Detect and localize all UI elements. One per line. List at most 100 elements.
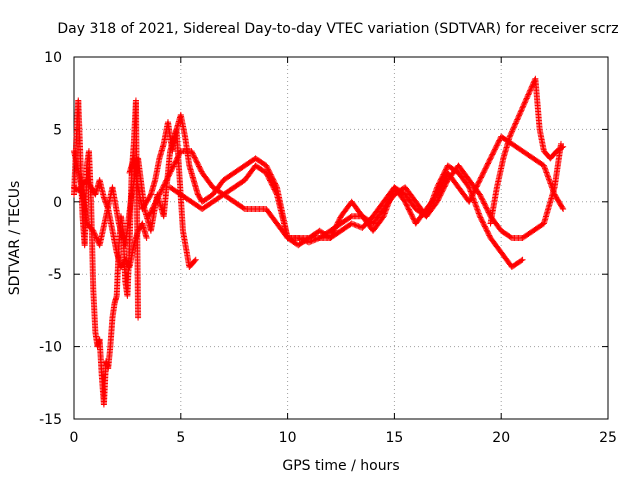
- y-tick-label: 0: [53, 195, 62, 211]
- data-point: [466, 198, 473, 205]
- data-point: [264, 165, 271, 172]
- data-point: [161, 181, 168, 188]
- data-point: [194, 159, 201, 166]
- data-point: [175, 151, 182, 158]
- data-point: [192, 256, 199, 263]
- data-point: [485, 209, 492, 216]
- data-point: [439, 181, 446, 188]
- x-tick-label: 10: [279, 430, 297, 446]
- data-point: [175, 153, 182, 160]
- data-point: [197, 167, 204, 174]
- data-point: [472, 186, 479, 193]
- data-point: [157, 189, 164, 196]
- data-point: [546, 176, 553, 183]
- data-point: [295, 235, 302, 241]
- data-point: [150, 204, 157, 211]
- data-point: [159, 185, 166, 192]
- data-point: [190, 151, 197, 158]
- data-point: [197, 166, 204, 173]
- data-point: [312, 236, 319, 243]
- data-point: [522, 98, 529, 105]
- data-point: [485, 231, 492, 238]
- plot-frame: [73, 56, 609, 420]
- data-point: [192, 155, 199, 162]
- data-point: [481, 222, 488, 229]
- data-point: [192, 157, 199, 164]
- data-point: [490, 150, 497, 157]
- data-point: [481, 223, 488, 230]
- data-point: [336, 217, 343, 224]
- data-point: [483, 164, 490, 171]
- data-point: [91, 230, 98, 237]
- data-point: [190, 153, 197, 160]
- x-axis-label: GPS time / hours: [282, 458, 399, 474]
- data-point: [496, 137, 503, 144]
- data-point: [439, 180, 446, 187]
- data-point: [271, 186, 278, 193]
- data-point: [484, 228, 491, 235]
- data-point: [483, 163, 490, 170]
- data-point: [409, 214, 416, 221]
- data-point: [162, 180, 169, 187]
- data-point: [403, 202, 410, 209]
- data-point: [176, 150, 183, 157]
- data-point: [154, 195, 161, 202]
- data-point: [169, 166, 176, 173]
- data-point: [540, 162, 547, 169]
- data-point: [480, 220, 487, 227]
- x-tick-label: 0: [70, 430, 79, 446]
- data-point: [527, 87, 534, 94]
- data-point: [494, 141, 501, 148]
- data-point: [478, 217, 485, 224]
- y-tick-label: 10: [44, 50, 62, 66]
- data-point: [546, 177, 553, 184]
- data-point: [264, 172, 271, 179]
- data-point: [476, 213, 483, 220]
- data-point: [168, 167, 175, 174]
- data-point: [268, 180, 275, 187]
- ticks: [73, 56, 609, 420]
- data-point: [473, 184, 480, 191]
- data-point: [93, 234, 100, 241]
- data-point: [163, 176, 170, 183]
- data-point: [90, 229, 97, 236]
- data-point: [189, 149, 196, 156]
- data-point: [300, 237, 307, 244]
- data-point: [523, 96, 530, 103]
- data-point: [475, 179, 482, 186]
- data-point: [265, 173, 272, 180]
- data-point: [485, 208, 492, 215]
- data-point: [514, 116, 521, 123]
- data-point: [510, 125, 517, 132]
- data-point: [507, 132, 514, 139]
- x-tick-label: 5: [176, 430, 185, 446]
- data-point: [479, 219, 486, 226]
- series-track-3: [71, 126, 199, 270]
- data-point: [174, 154, 181, 161]
- data-point: [466, 197, 473, 204]
- data-point: [480, 169, 487, 176]
- y-tick-label: 5: [53, 122, 62, 138]
- data-point: [408, 212, 415, 219]
- data-point: [547, 179, 554, 186]
- series-track-2: [71, 177, 150, 270]
- data-point: [354, 222, 361, 229]
- data-point: [513, 119, 520, 126]
- data-point: [434, 197, 441, 204]
- data-point: [172, 159, 179, 166]
- data-point: [483, 226, 490, 233]
- data-point: [151, 201, 158, 208]
- data-point: [171, 160, 178, 167]
- data-point: [509, 128, 516, 135]
- data-point: [471, 198, 478, 205]
- data-point: [485, 229, 492, 236]
- data-point: [541, 165, 548, 172]
- data-point: [487, 155, 494, 162]
- data-point: [478, 174, 485, 181]
- data-point: [196, 164, 203, 171]
- data-point: [263, 163, 270, 170]
- data-point: [408, 211, 415, 218]
- data-point: [477, 192, 484, 199]
- data-point: [265, 174, 272, 181]
- data-point: [476, 177, 483, 184]
